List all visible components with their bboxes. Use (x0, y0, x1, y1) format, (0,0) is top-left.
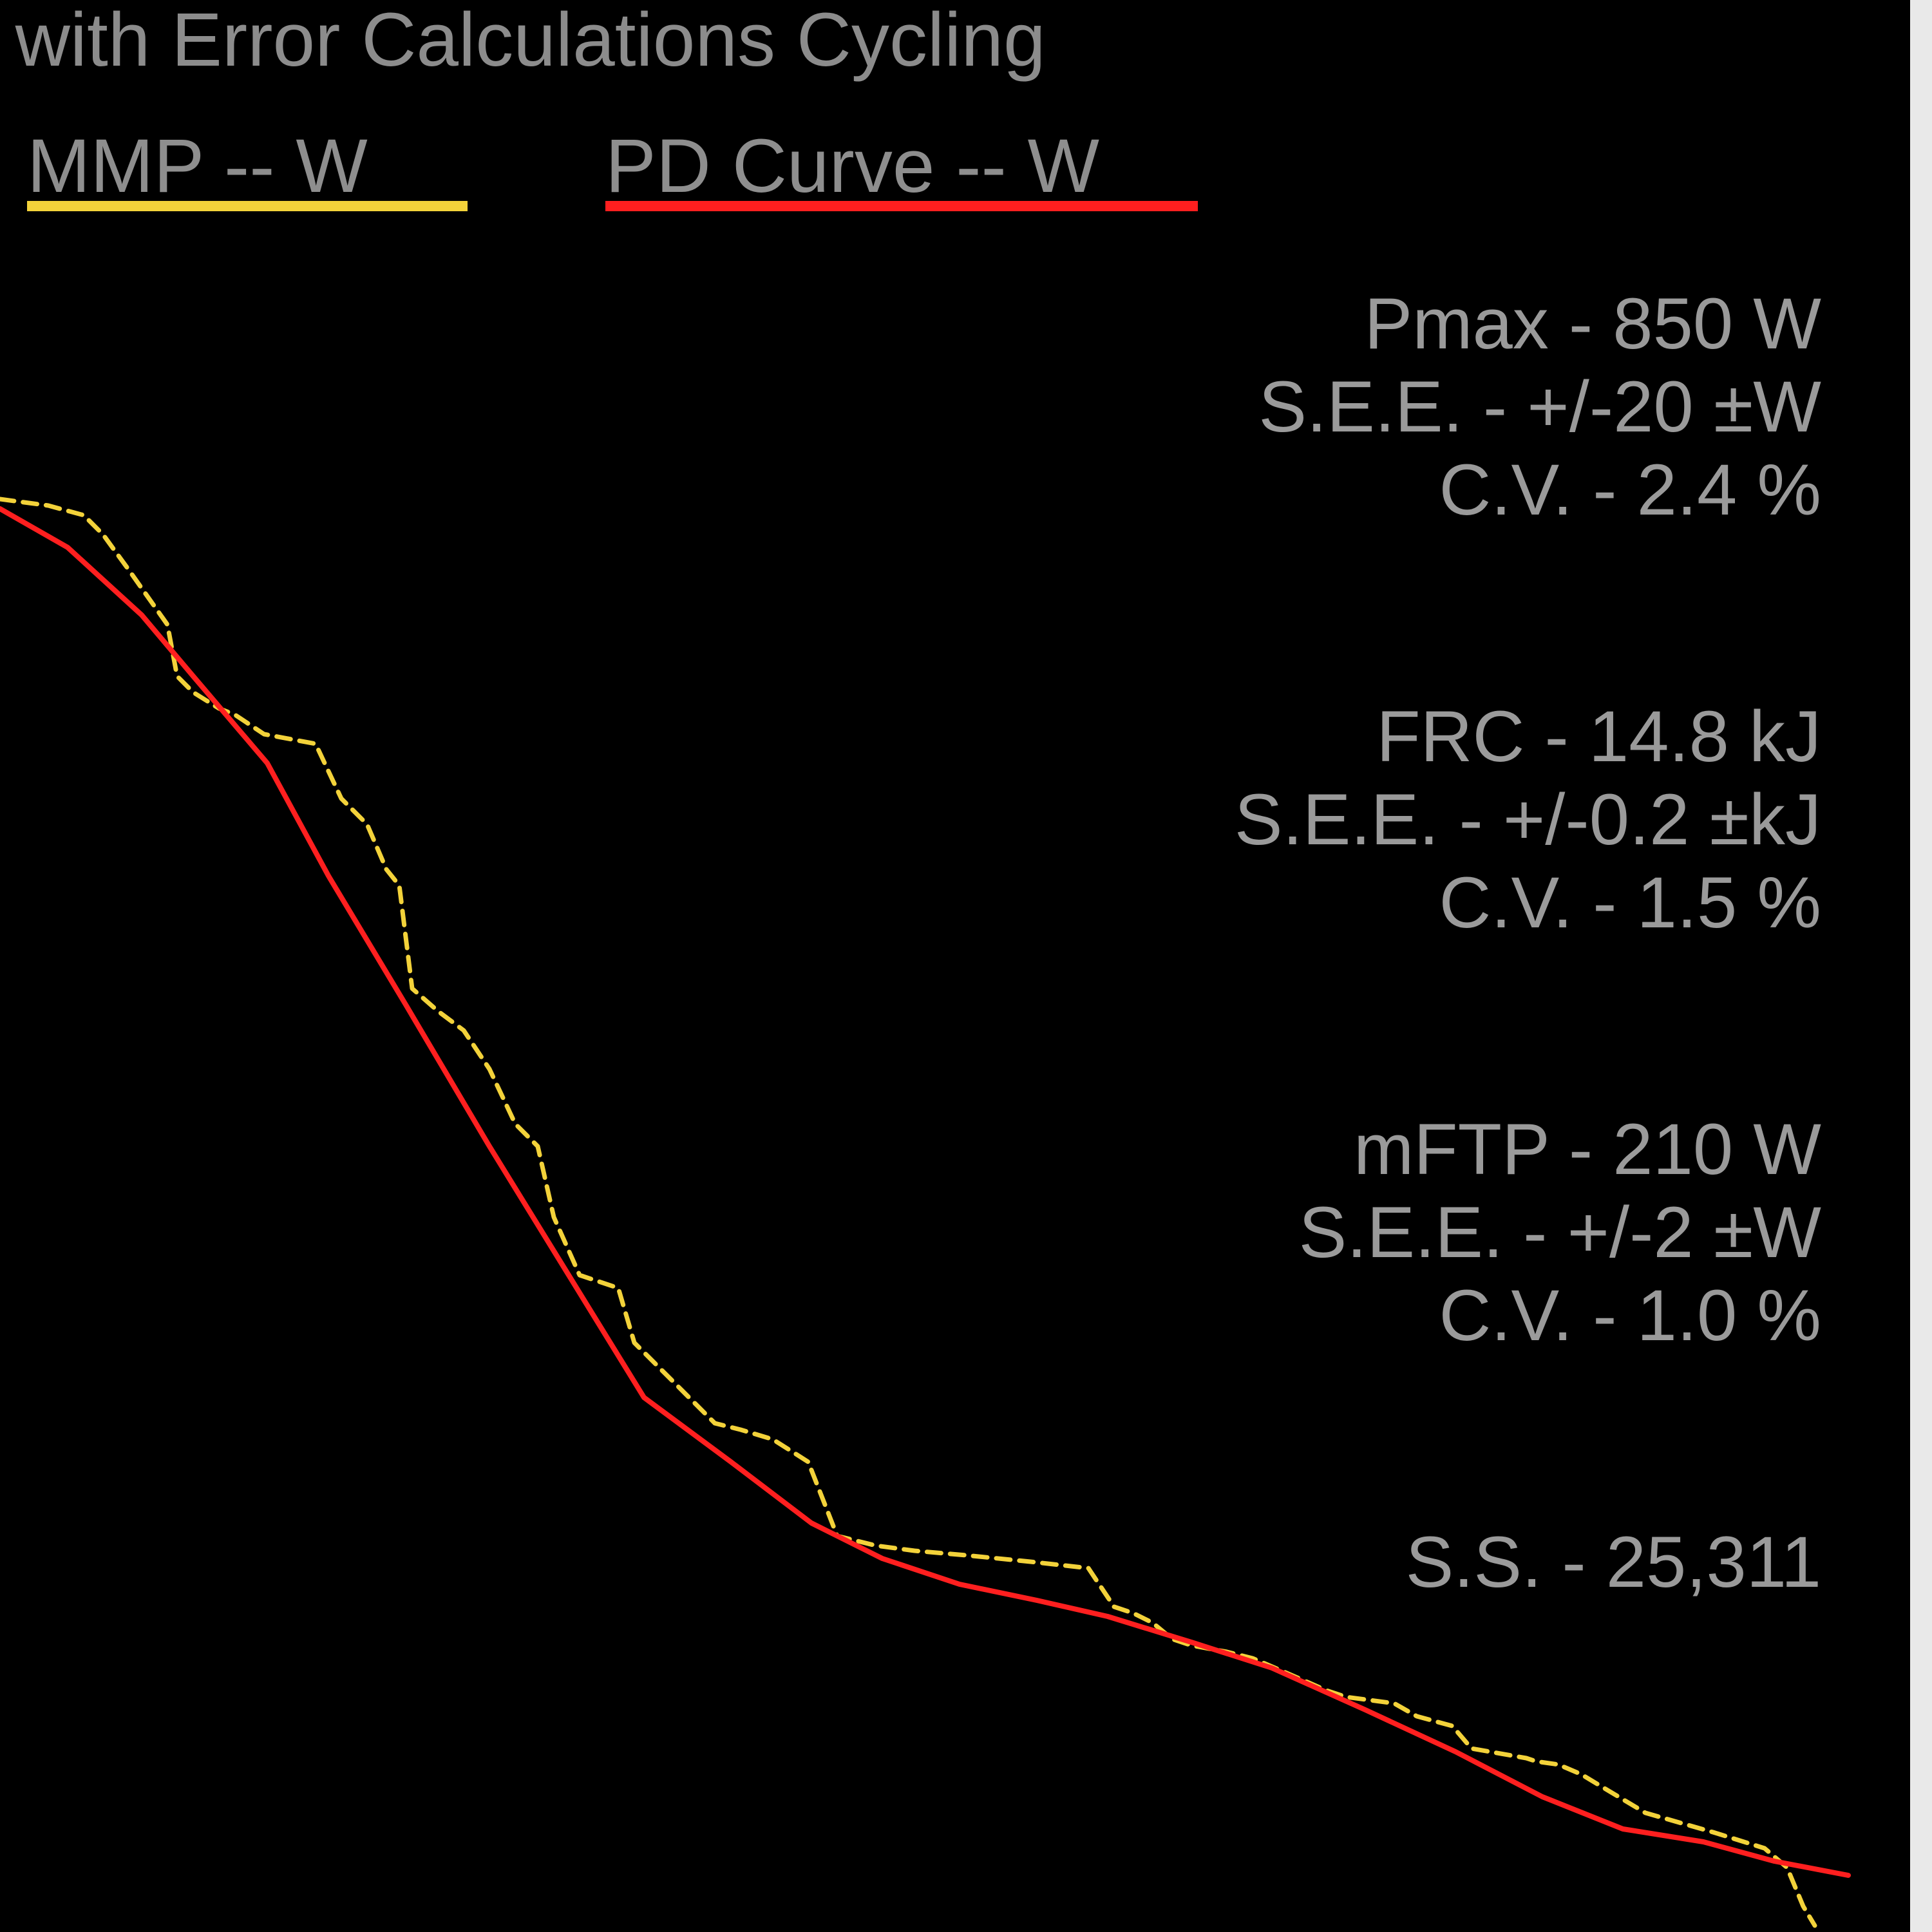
stats-panel: Pmax - 850 W S.E.E. - +/-20 ±W C.V. - 2.… (1235, 282, 1821, 1604)
stat-frc: FRC - 14.8 kJ (1376, 696, 1821, 777)
stat-pmax: Pmax - 850 W (1364, 283, 1821, 364)
legend-item-pd-curve: PD Curve -- W (605, 124, 1099, 209)
stat-mftp-cv: C.V. - 1.0 % (1439, 1275, 1821, 1356)
stat-mftp: mFTP - 210 W (1353, 1109, 1821, 1189)
window-border (1910, 0, 1932, 1932)
stat-pmax-see: S.E.E. - +/-20 ±W (1258, 366, 1821, 447)
stat-mftp-see: S.E.E. - +/-2 ±W (1298, 1192, 1821, 1273)
series-line-pd-curve (0, 506, 1851, 1878)
legend-item-mmp: MMP -- W (27, 124, 368, 209)
stat-ss: S.S. - 25,311 (1405, 1522, 1821, 1602)
legend-swatch-mmp (27, 201, 468, 211)
stat-frc-see: S.E.E. - +/-0.2 ±kJ (1234, 779, 1821, 860)
stat-pmax-cv: C.V. - 2.4 % (1439, 450, 1821, 530)
chart-title: t with Error Calculations Cycling (0, 0, 1046, 82)
series-line-mmp (0, 497, 1817, 1928)
stat-frc-cv: C.V. - 1.5 % (1439, 862, 1821, 943)
legend-swatch-pd-curve (605, 201, 1198, 211)
